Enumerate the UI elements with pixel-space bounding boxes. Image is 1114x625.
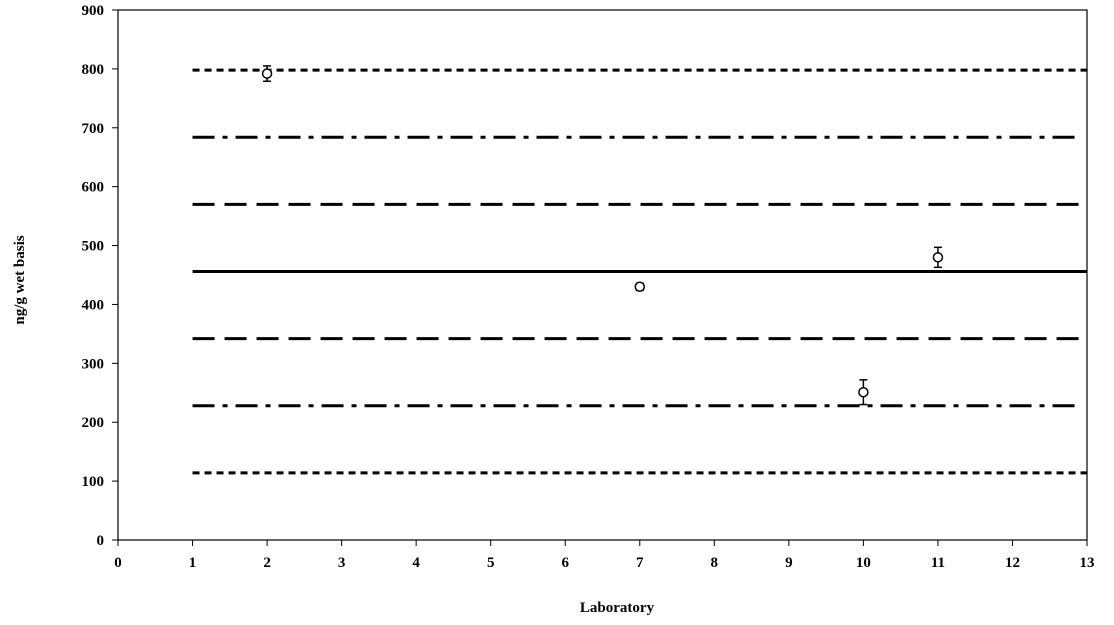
data-points [261,65,944,406]
y-tick-label: 700 [82,121,105,137]
x-tick-label: 2 [263,555,271,571]
data-point [858,386,869,398]
x-tick-label: 5 [487,555,495,571]
x-tick-label: 7 [636,555,644,571]
data-point [634,281,646,293]
x-tick-label: 10 [856,555,871,571]
y-tick-label: 600 [82,180,105,196]
x-tick-label: 13 [1080,555,1095,571]
data-point-group [858,379,869,406]
plot-frame [117,9,1088,541]
y-tick-label: 300 [82,356,105,372]
plot-area-border [117,9,1088,541]
data-point-group [634,281,646,293]
y-tick-label: 900 [82,3,105,19]
x-tick-label: 0 [114,555,122,571]
x-axis-ticks: 0 1 2 3 4 5 6 7 8 9 10 11 12 13 [114,540,1095,571]
x-tick-label: 3 [338,555,346,571]
data-point-group [261,65,273,83]
y-tick-label: 100 [82,474,105,490]
data-point [932,252,944,263]
data-point-group [932,246,944,269]
x-axis-title: Laboratory [580,600,655,616]
x-tick-label: 11 [931,555,945,571]
x-tick-label: 9 [785,555,793,571]
y-tick-label: 500 [82,239,105,255]
data-point [261,68,273,79]
x-tick-label: 1 [189,555,197,571]
y-tick-label: 0 [97,533,105,549]
x-tick-label: 8 [711,555,719,571]
y-tick-label: 400 [82,297,105,313]
x-tick-label: 6 [561,555,569,571]
x-tick-label: 12 [1005,555,1020,571]
reference-lines [192,68,1087,475]
y-axis-title: ng/g wet basis [12,235,28,324]
x-tick-label: 4 [412,555,420,571]
y-tick-label: 800 [82,62,105,78]
y-axis-ticks: 0 100 200 300 400 500 600 700 800 900 [82,3,118,549]
y-tick-label: 200 [82,415,105,431]
